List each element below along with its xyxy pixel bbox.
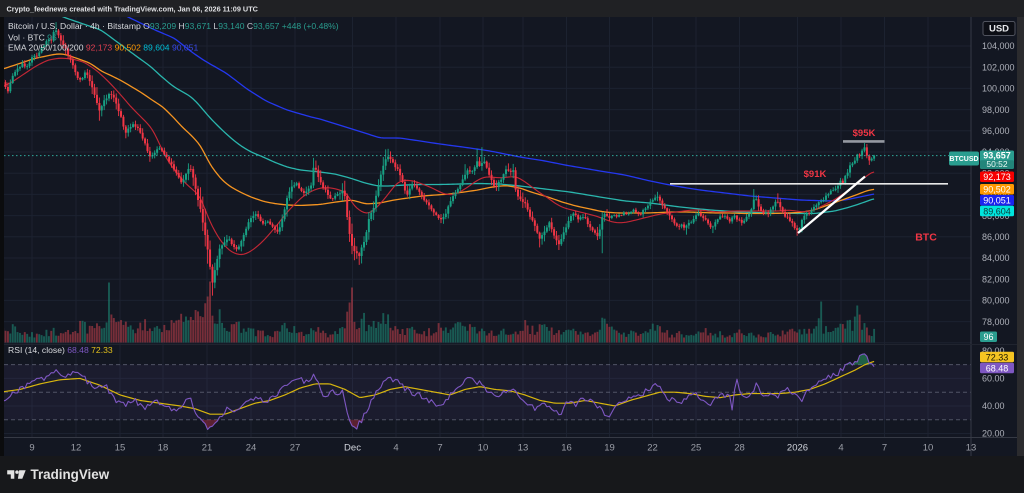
svg-text:90,051: 90,051 <box>983 196 1011 206</box>
svg-text:96,000: 96,000 <box>982 126 1010 136</box>
svg-text:4: 4 <box>393 442 398 453</box>
svg-text:EMA 20/50/100/200 92,173 90,50: EMA 20/50/100/200 92,173 90,502 89,604 9… <box>8 43 198 53</box>
svg-text:72.33: 72.33 <box>986 352 1009 362</box>
svg-text:19: 19 <box>604 442 615 453</box>
svg-text:93,657: 93,657 <box>983 150 1011 160</box>
svg-text:96: 96 <box>983 332 993 342</box>
svg-text:68.48: 68.48 <box>986 363 1009 373</box>
svg-text:$91K: $91K <box>804 169 827 180</box>
svg-text:82,000: 82,000 <box>982 274 1010 284</box>
svg-text:21: 21 <box>202 442 213 453</box>
svg-text:84,000: 84,000 <box>982 253 1010 263</box>
svg-text:12: 12 <box>71 442 82 453</box>
svg-text:92,173: 92,173 <box>983 172 1011 182</box>
svg-text:20.00: 20.00 <box>982 429 1005 439</box>
svg-text:9: 9 <box>29 442 34 453</box>
svg-text:100,000: 100,000 <box>982 84 1015 94</box>
svg-text:18: 18 <box>158 442 169 453</box>
svg-text:102,000: 102,000 <box>982 62 1015 72</box>
svg-text:TradingView: TradingView <box>31 467 110 482</box>
svg-text:Dec: Dec <box>344 442 361 453</box>
svg-text:16: 16 <box>561 442 572 453</box>
svg-text:RSI (14, close) 68.48 72.33: RSI (14, close) 68.48 72.33 <box>8 345 113 355</box>
svg-text:98,000: 98,000 <box>982 105 1010 115</box>
svg-text:7: 7 <box>882 442 887 453</box>
svg-text:27: 27 <box>290 442 301 453</box>
svg-text:USD: USD <box>989 24 1009 35</box>
svg-text:90,000: 90,000 <box>982 190 1010 200</box>
svg-text:10: 10 <box>478 442 489 453</box>
svg-text:25: 25 <box>691 442 702 453</box>
svg-text:80,000: 80,000 <box>982 296 1010 306</box>
svg-text:24: 24 <box>246 442 257 453</box>
svg-text:BTCUSD: BTCUSD <box>949 156 978 163</box>
svg-text:13: 13 <box>518 442 529 453</box>
svg-text:60.00: 60.00 <box>982 374 1005 384</box>
svg-text:80.00: 80.00 <box>982 346 1005 356</box>
svg-text:Bitcoin / U.S. Dollar · 4h · B: Bitcoin / U.S. Dollar · 4h · Bitstamp O9… <box>8 21 339 31</box>
svg-text:28: 28 <box>734 442 745 453</box>
svg-text:40.00: 40.00 <box>982 401 1005 411</box>
svg-text:89,604: 89,604 <box>983 206 1011 216</box>
svg-text:Vol · BTC 96: Vol · BTC 96 <box>8 32 57 42</box>
svg-text:BTC: BTC <box>915 232 937 244</box>
svg-text:78,000: 78,000 <box>982 317 1010 327</box>
svg-text:50:52: 50:52 <box>986 159 1008 169</box>
svg-text:$95K: $95K <box>853 128 876 139</box>
svg-text:7: 7 <box>437 442 442 453</box>
svg-text:4: 4 <box>838 442 843 453</box>
svg-text:13: 13 <box>966 442 977 453</box>
svg-text:2026: 2026 <box>787 442 808 453</box>
svg-text:90,502: 90,502 <box>983 185 1011 195</box>
svg-text:Crypto_feednews created with T: Crypto_feednews created with TradingView… <box>7 5 259 14</box>
svg-text:10: 10 <box>923 442 934 453</box>
svg-text:104,000: 104,000 <box>982 41 1015 51</box>
svg-text:22: 22 <box>647 442 658 453</box>
svg-text:15: 15 <box>115 442 126 453</box>
svg-text:86,000: 86,000 <box>982 232 1010 242</box>
